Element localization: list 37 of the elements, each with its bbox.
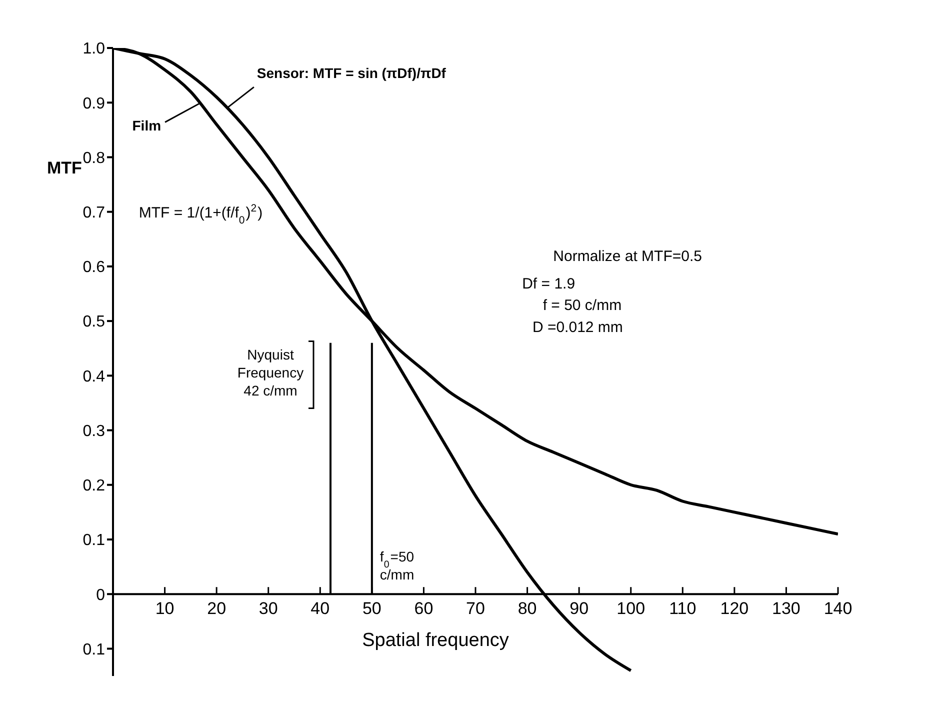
- y-tick-label: 0.4: [82, 368, 106, 386]
- annotation: D =0.012 mm: [532, 318, 623, 336]
- x-tick-label: 110: [669, 599, 696, 618]
- x-tick-label: 10: [155, 599, 174, 618]
- y-tick-label: 0.2: [82, 478, 106, 495]
- annotation: Normalize at MTF=0.5: [553, 248, 702, 265]
- annotation: Df = 1.9: [522, 275, 576, 292]
- annotation: MTF = 1/(1+(f/f$_{0}$)$^{2}$): [138, 202, 263, 226]
- x-tick-label: 30: [258, 599, 278, 618]
- y-tick-label: 0.1: [82, 532, 106, 550]
- x-tick-label: 140: [824, 599, 852, 618]
- y-axis-title: MTF: [47, 158, 82, 178]
- ref-line-label: f$_{0}$=50 c/mm: [380, 548, 414, 582]
- annotation: Sensor: MTF = sin (πDf)/πDf: [256, 65, 446, 82]
- x-tick-label: 130: [772, 599, 800, 618]
- x-tick-label: 120: [720, 599, 749, 618]
- y-tick-label: 0.8: [82, 150, 106, 167]
- y-tick-label: 0.5: [82, 314, 106, 331]
- y-tick-label: 0.9: [82, 95, 106, 112]
- y-tick-label: 0.1: [82, 641, 106, 658]
- y-tick-label: 0.3: [82, 422, 106, 440]
- x-tick-label: 40: [310, 599, 330, 618]
- ref-line-label: Nyquist Frequency 42 c/mm: [237, 346, 304, 398]
- x-tick-label: 100: [616, 599, 646, 618]
- x-tick-label: 50: [362, 599, 382, 618]
- x-axis-title: Spatial frequency: [362, 630, 510, 652]
- x-tick-label: 60: [414, 599, 434, 618]
- y-tick-label: 0: [96, 586, 106, 604]
- x-tick-label: 70: [466, 599, 485, 618]
- annotation: Film: [132, 118, 162, 134]
- y-tick-label: 0.7: [82, 204, 106, 222]
- x-tick-label: 80: [518, 599, 537, 618]
- y-tick-label: 1.0: [82, 40, 106, 58]
- annotation: f = 50 c/mm: [542, 297, 622, 314]
- x-tick-label: 90: [570, 599, 589, 618]
- y-tick-label: 0.6: [82, 259, 106, 276]
- x-tick-label: 20: [207, 599, 226, 618]
